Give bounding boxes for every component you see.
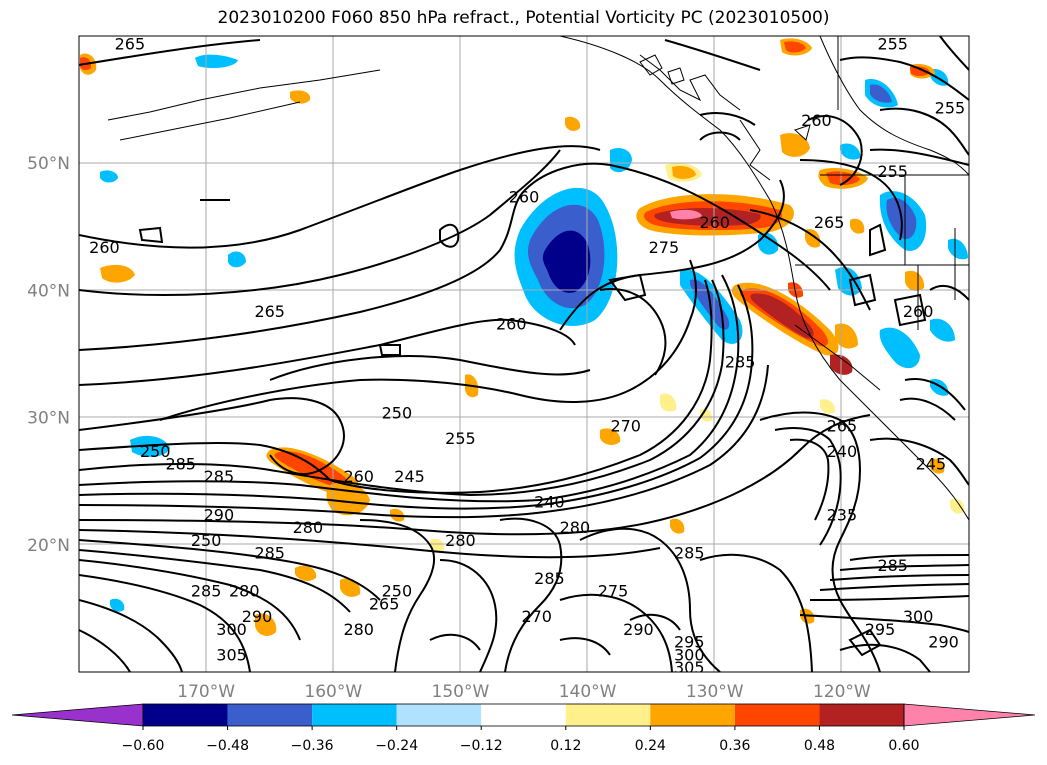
contour-label: 285	[674, 544, 705, 563]
contour-label: 255	[877, 35, 908, 54]
longitude-tick-label: 120°W	[813, 682, 871, 702]
latitude-tick-label: 40°N	[27, 281, 70, 301]
contour-label: 280	[343, 620, 374, 639]
colorbar-segment	[565, 704, 651, 726]
contour-label: 290	[623, 620, 654, 639]
colorbar-tick-label: 0.24	[635, 738, 666, 754]
contour-label: 285	[254, 544, 285, 563]
contour-label: 295	[674, 633, 705, 652]
colorbar-tick-label: 0.60	[888, 738, 919, 754]
contour-label: 260	[903, 302, 934, 321]
contour-label: 245	[916, 454, 947, 473]
contour-label: 285	[165, 454, 196, 473]
contour-label: 265	[827, 416, 858, 435]
contour-label: 265	[814, 213, 845, 232]
longitude-tick-label: 140°W	[559, 682, 617, 702]
contour-label: 290	[204, 505, 235, 524]
contour-label: 290	[928, 633, 959, 652]
contour-label: 250	[191, 531, 222, 550]
contour-label: 285	[877, 556, 908, 575]
contour-label: 265	[369, 594, 400, 613]
longitude-tick-label: 150°W	[432, 682, 490, 702]
colorbar-extend-min	[11, 703, 144, 727]
refractivity-contours	[79, 36, 969, 672]
contour-label: 300	[903, 607, 934, 626]
contour-label: 305	[674, 658, 705, 677]
contour-label: 265	[254, 302, 285, 321]
contour-label: 260	[89, 238, 120, 257]
map-plot-area: 265 260 265 260 260 275 260 265 260 255 255 255 260 2…	[79, 35, 969, 677]
contour-label: 300	[674, 645, 705, 664]
colorbar-segment	[227, 704, 313, 726]
longitude-tick-label: 170°W	[177, 682, 235, 702]
contour-label: 260	[496, 315, 527, 334]
contour-label: 285	[191, 582, 222, 601]
colorbar-segment	[481, 704, 566, 726]
contour-label: 285	[534, 569, 565, 588]
contour-label: 275	[598, 582, 629, 601]
colorbar-tick-label: −0.36	[291, 738, 334, 754]
contour-label: 235	[827, 505, 858, 524]
contour-label: 285	[204, 467, 235, 486]
colorbar-segment	[143, 704, 228, 726]
contour-label: 270	[610, 416, 641, 435]
contour-label: 290	[242, 607, 273, 626]
longitude-tick-label: 160°W	[304, 682, 362, 702]
colorbar-tick-label: −0.60	[122, 738, 165, 754]
colorbar-segment	[819, 704, 904, 726]
contour-label: 295	[865, 620, 896, 639]
contour-label: 260	[343, 467, 374, 486]
colorbar-segment	[312, 704, 397, 726]
contour-label: 270	[521, 607, 552, 626]
contour-label: 280	[293, 518, 324, 537]
contour-label: 260	[509, 187, 540, 206]
contour-label: 250	[382, 404, 413, 423]
latitude-tick-label: 30°N	[27, 409, 70, 429]
contour-label: 280	[229, 582, 260, 601]
colorbar-tick-label: −0.48	[206, 738, 249, 754]
colorbar-tick-label: −0.24	[375, 738, 418, 754]
contour-labels: 265 260 265 260 260 275 260 265 260 255 255 255 260 2…	[89, 35, 966, 677]
contour-label: 285	[725, 353, 756, 372]
contour-label: 275	[649, 238, 680, 257]
contour-label: 280	[445, 531, 476, 550]
colorbar-segment	[650, 704, 735, 726]
colorbar-segment	[396, 704, 482, 726]
longitude-ticks: 170°W 160°W 150°W 140°W 130°W 120°W	[177, 682, 871, 702]
contour-label: 250	[140, 442, 171, 461]
contour-label: 240	[827, 442, 858, 461]
contour-label: 255	[877, 162, 908, 181]
map-frame	[78, 35, 970, 673]
colorbar-frame	[142, 703, 905, 727]
contour-label: 255	[445, 429, 476, 448]
contour-label: 265	[115, 35, 146, 54]
contour-label: 255	[935, 98, 966, 117]
contour-label: 240	[534, 493, 565, 512]
contour-label: 250	[382, 582, 413, 601]
coastlines	[107, 36, 969, 521]
figure-title: 2023010200 F060 850 hPa refract., Potent…	[217, 8, 830, 28]
colorbar-tick-label: −0.12	[460, 738, 503, 754]
colorbar-extend-max	[903, 703, 1036, 727]
latitude-tick-label: 20°N	[27, 536, 70, 556]
latitude-ticks: 20°N 30°N 40°N 50°N	[27, 154, 70, 556]
state-borders	[794, 36, 969, 391]
contour-label: 260	[699, 213, 730, 232]
latitude-tick-label: 50°N	[27, 154, 70, 174]
contour-label: 300	[216, 620, 247, 639]
contour-label: 280	[560, 518, 591, 537]
colorbar-tick-label: 0.48	[804, 738, 835, 754]
colorbar-tick-label: 0.12	[550, 738, 581, 754]
colorbar-segment	[734, 704, 820, 726]
colorbar: −0.60 −0.48 −0.36 −0.24 −0.12 0.12 0.24 0.36 0.4…	[11, 703, 1036, 754]
colorbar-tick-label: 0.36	[719, 738, 750, 754]
contour-label: 305	[216, 645, 247, 664]
contour-label: 245	[394, 467, 425, 486]
longitude-tick-label: 130°W	[686, 682, 744, 702]
contour-label: 260	[801, 111, 832, 130]
